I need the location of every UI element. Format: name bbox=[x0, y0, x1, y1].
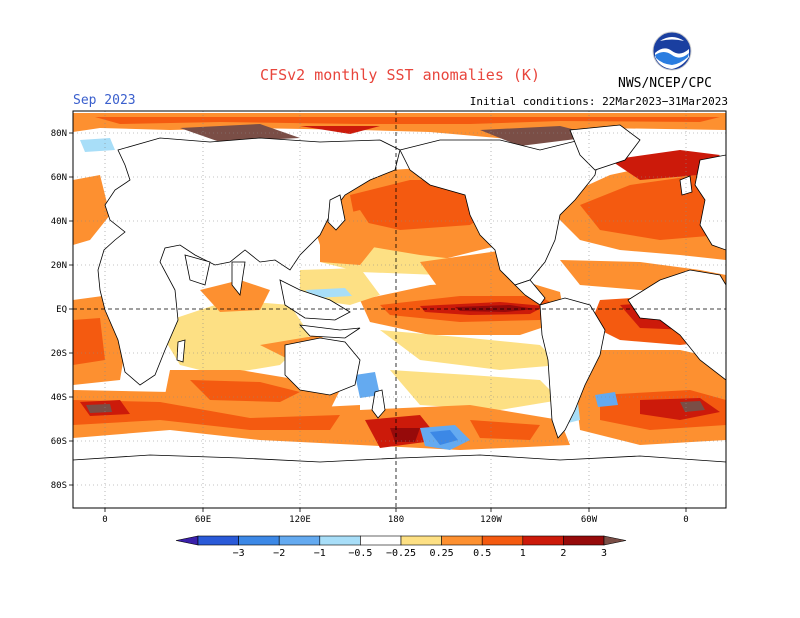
initial-conditions: Initial conditions: 22Mar2023−31Mar2023 bbox=[469, 95, 728, 108]
latitude-labels: 80N 60N 40N 20N EQ 20S 40S 60S 80S bbox=[51, 129, 67, 491]
plot-frame bbox=[72, 110, 727, 509]
colorbar-segment bbox=[238, 535, 280, 546]
continents bbox=[73, 124, 726, 508]
colorbar-segment bbox=[441, 535, 483, 546]
lat-label-20s: 20S bbox=[51, 349, 67, 359]
lat-label-80n: 80N bbox=[51, 129, 67, 139]
lon-label-0: 0 bbox=[102, 515, 107, 525]
colorbar-segment bbox=[278, 535, 321, 546]
colorbar-label: 3 bbox=[601, 548, 607, 559]
graticule bbox=[73, 111, 726, 508]
lat-label-60n: 60N bbox=[51, 173, 67, 183]
colorbar-label: 2 bbox=[560, 548, 566, 559]
colorbar-arrow-low bbox=[175, 535, 199, 546]
colorbar-label: −2 bbox=[273, 548, 285, 559]
lon-label-180: 180 bbox=[388, 515, 404, 525]
colorbar-segment bbox=[360, 535, 402, 546]
lat-label-40n: 40N bbox=[51, 217, 67, 227]
longitude-axis bbox=[104, 508, 687, 512]
forecast-month: Sep 2023 bbox=[73, 93, 136, 108]
colorbar-segment bbox=[481, 535, 524, 546]
colorbar-segment bbox=[522, 535, 564, 546]
lon-label-120e: 120E bbox=[289, 515, 311, 525]
colorbar-arrow-high bbox=[603, 535, 627, 546]
lon-label-0-east: 0 bbox=[683, 515, 688, 525]
colorbar-label: −1 bbox=[314, 548, 326, 559]
colorbar-segment bbox=[319, 535, 361, 546]
organization-label: NWS/NCEP/CPC bbox=[618, 76, 712, 91]
colorbar: −3 −2 −1 −0.5 −0.25 0.25 0.5 1 2 3 bbox=[175, 535, 627, 559]
colorbar-label: −0.25 bbox=[386, 548, 416, 559]
lat-label-eq: EQ bbox=[56, 305, 67, 315]
lat-label-40s: 40S bbox=[51, 393, 67, 403]
lon-label-60w: 60W bbox=[581, 515, 598, 525]
latitude-axis bbox=[69, 132, 73, 486]
colorbar-label: −3 bbox=[233, 548, 245, 559]
colorbar-label: 0.5 bbox=[473, 548, 491, 559]
colorbar-label: 1 bbox=[520, 548, 526, 559]
map-title: CFSv2 monthly SST anomalies (K) bbox=[260, 66, 540, 84]
colorbar-label: 0.25 bbox=[430, 548, 454, 559]
lon-label-60e: 60E bbox=[195, 515, 211, 525]
colorbar-label: −0.5 bbox=[348, 548, 372, 559]
colorbar-segment bbox=[563, 535, 605, 546]
lon-label-120w: 120W bbox=[480, 515, 502, 525]
colorbar-segment bbox=[400, 535, 442, 546]
colorbar-segment bbox=[197, 535, 239, 546]
noaa-logo-icon bbox=[652, 31, 692, 71]
lat-label-20n: 20N bbox=[51, 261, 67, 271]
longitude-labels: 0 60E 120E 180 120W 60W 0 bbox=[102, 515, 688, 525]
lat-label-80s: 80S bbox=[51, 481, 67, 491]
equator-dateline bbox=[73, 111, 726, 508]
lat-label-60s: 60S bbox=[51, 437, 67, 447]
